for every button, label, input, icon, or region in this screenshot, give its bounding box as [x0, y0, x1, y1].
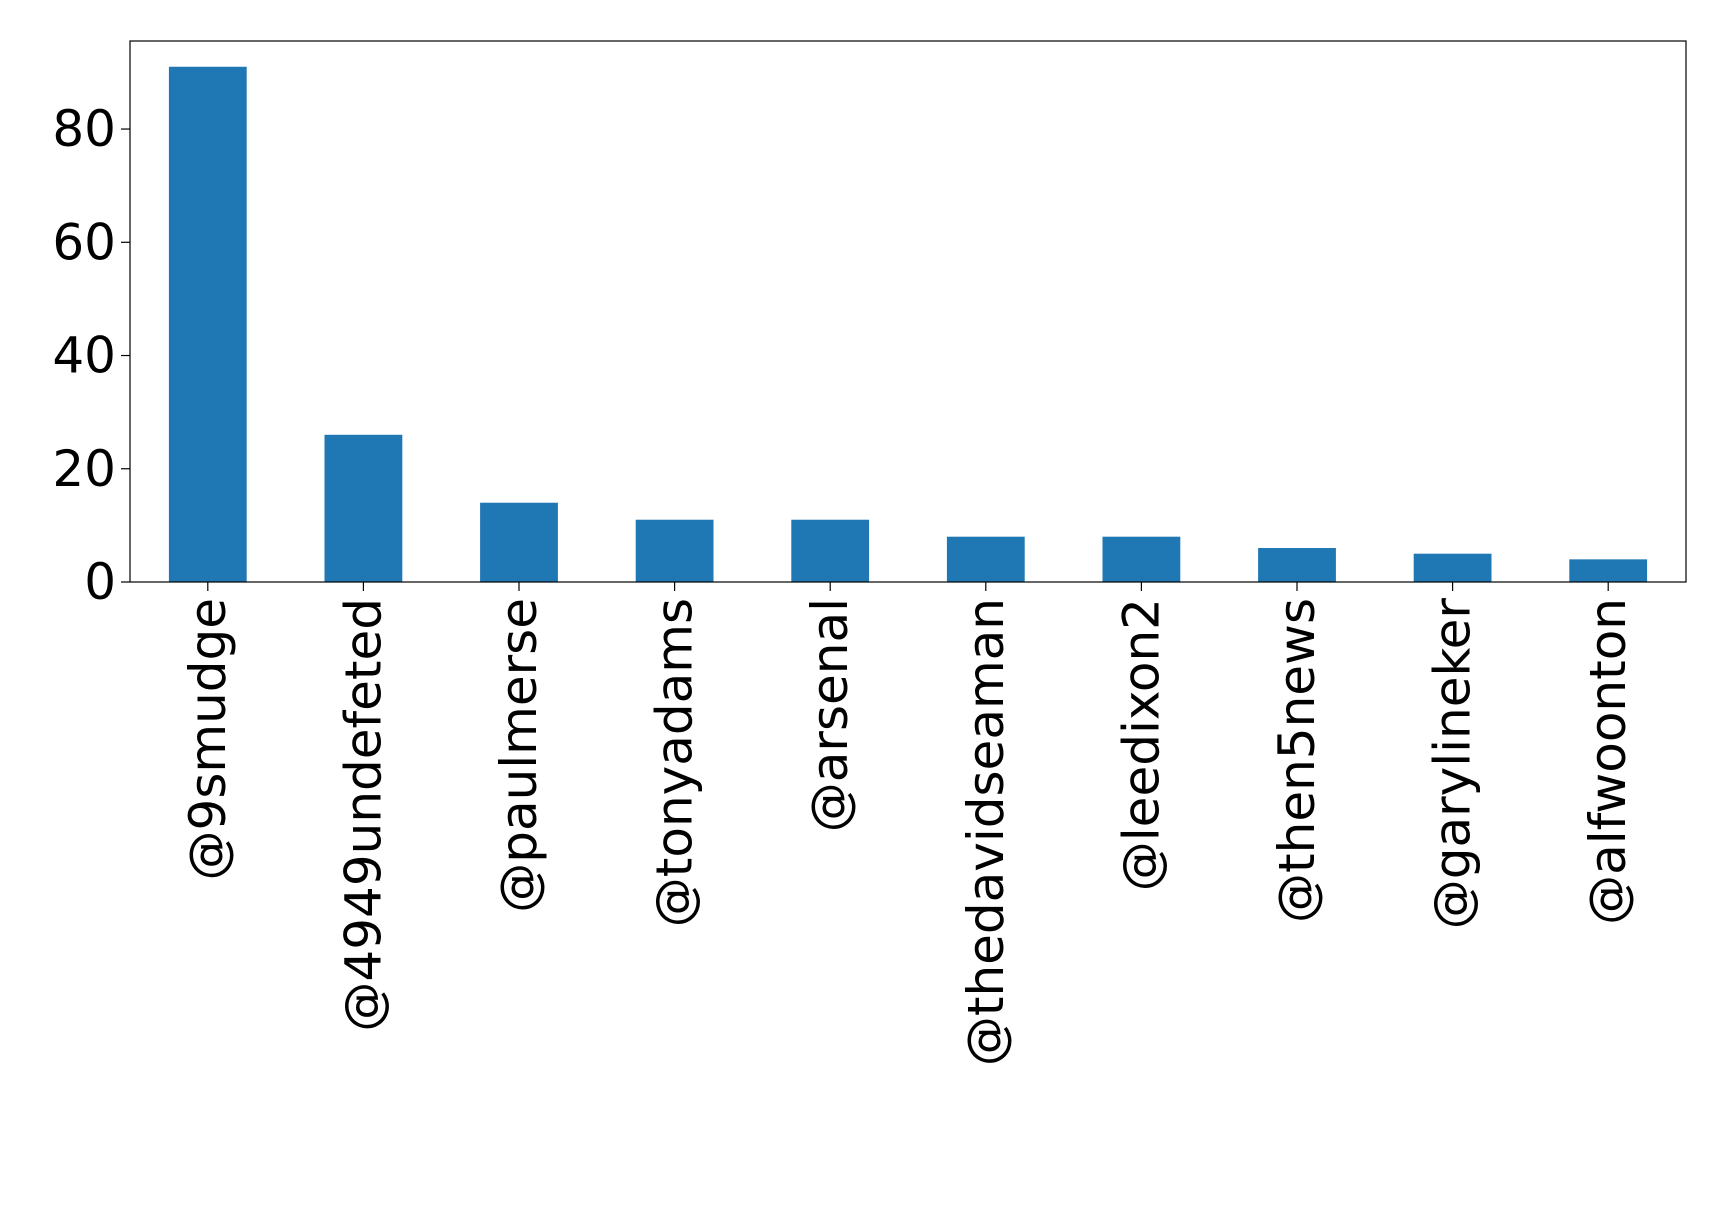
x-tick-label: @arsenal — [801, 598, 859, 832]
bar-paulmerse — [480, 502, 558, 582]
bars-layer — [168, 66, 1648, 582]
y-axis-ticks: 0 20 40 60 80 — [52, 100, 130, 611]
bar-leedixon2 — [1102, 536, 1181, 582]
x-tick-label: @paulmerse — [490, 598, 548, 913]
bar-garylineker — [1413, 553, 1492, 582]
x-tick-label: @then5news — [1268, 598, 1326, 923]
x-tick-label: @4949undefeted — [334, 598, 392, 1032]
plot-frame — [129, 40, 1687, 583]
x-tick-label: @tonyadams — [646, 598, 704, 927]
y-tick-label: 60 — [52, 213, 116, 271]
x-tick-label: @garylineker — [1424, 598, 1482, 930]
x-tick-label: @9smudge — [179, 598, 237, 881]
bar-9smudge — [168, 66, 247, 582]
y-tick-label: 40 — [52, 327, 116, 385]
x-tick-label: @alfwoonton — [1579, 598, 1637, 925]
x-tick-label: @thedavidseaman — [957, 598, 1015, 1066]
bar-alfwoonton — [1569, 559, 1648, 582]
y-tick-label: 80 — [52, 100, 116, 158]
bar-4949undefeted — [324, 434, 403, 582]
x-tick-label: @leedixon2 — [1112, 598, 1170, 891]
axes-layer — [129, 40, 1687, 583]
x-axis-ticks: @9smudge @4949undefeted @paulmerse @tonyada… — [179, 582, 1637, 1066]
y-tick-label: 20 — [52, 440, 116, 498]
bar-thedavidseaman — [946, 536, 1025, 582]
bar-then5news — [1258, 548, 1336, 582]
y-tick-label: 0 — [84, 553, 116, 611]
bar-tonyadams — [635, 519, 714, 582]
bar-arsenal — [791, 519, 870, 582]
